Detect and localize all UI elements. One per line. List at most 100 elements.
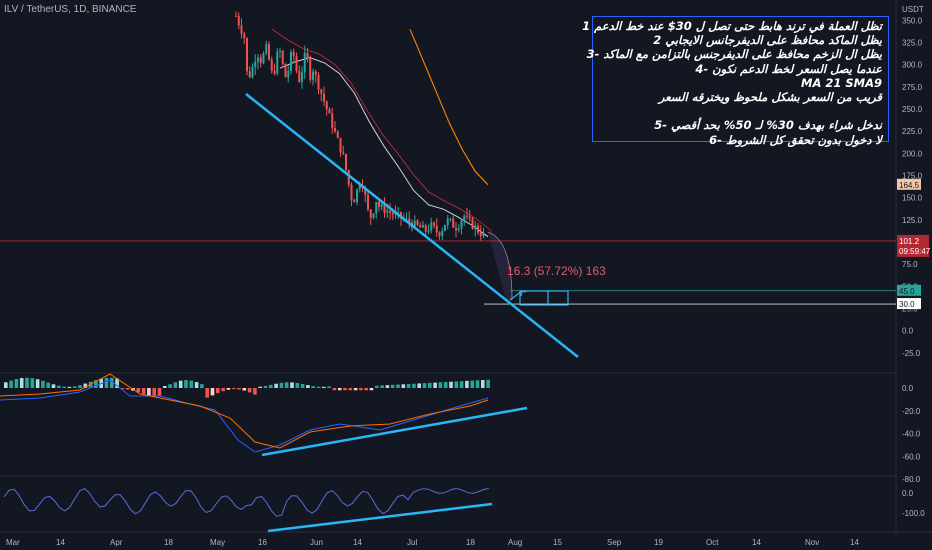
chart-overlays: [0, 93, 896, 358]
candle-body: [345, 153, 347, 171]
projection-curve: [487, 231, 513, 301]
macd-histogram-bar: [41, 380, 45, 388]
candle-body: [380, 204, 383, 208]
candle-body: [257, 57, 259, 62]
macd-histogram-bar: [205, 388, 209, 398]
macd-histogram-bar: [332, 388, 337, 391]
momentum-divergence-line: [267, 502, 493, 533]
macd-histogram-bar: [316, 386, 321, 388]
time-axis-label: 14: [850, 538, 859, 547]
symbol-header[interactable]: ILV / TetherUS, 1D, BINANCE: [4, 4, 137, 15]
macd-histogram-bar: [78, 385, 82, 388]
sma9-line: [279, 56, 489, 238]
macd-histogram-bar: [4, 382, 8, 388]
target-price-tag: 45.0: [899, 287, 915, 296]
candle-body: [383, 204, 386, 213]
note-line: قريب من السعر بشكل ملحوظ ويخترقه السعر: [658, 90, 882, 105]
macd-histogram-bar: [120, 388, 125, 390]
momentum-pane: [3, 488, 493, 533]
candle-body: [479, 232, 482, 237]
macd-histogram-bar: [475, 380, 480, 388]
time-axis-label: Sep: [607, 538, 622, 547]
candle-body: [353, 199, 356, 203]
time-axis-label: Jul: [407, 538, 417, 547]
time-axis-label: Mar: [6, 538, 20, 547]
note-line: عندما يصل السعر لخط الدعم نكون -4: [695, 61, 882, 76]
candle-body: [457, 228, 460, 231]
price-axis-tick: 250.0: [902, 105, 923, 114]
macd-histogram-bar: [25, 377, 29, 388]
candle-body: [323, 93, 325, 102]
candle-body: [372, 213, 375, 218]
time-axis-label: 15: [553, 538, 562, 547]
macd-histogram-bar: [337, 388, 342, 391]
candle-body: [424, 225, 427, 232]
time-axis-label: 14: [56, 538, 65, 547]
macd-histogram-bar: [375, 385, 379, 388]
macd-histogram-bar: [9, 380, 13, 388]
candle-body: [356, 189, 358, 203]
macd-histogram-bar: [141, 388, 146, 394]
candle-body: [378, 202, 380, 208]
macd-histogram-bar: [327, 386, 331, 388]
macd-histogram-bar: [390, 384, 395, 388]
macd-axis-tick: 0.0: [902, 384, 914, 393]
candle-body: [270, 59, 273, 71]
countdown-tag: 09:59:47: [899, 247, 931, 256]
macd-histogram-bar: [242, 388, 247, 391]
candle-body: [482, 233, 485, 237]
note-line: ندخل شراء بهدف 30% لـ 50% بحد أقصي -5: [654, 118, 882, 133]
macd-histogram-bar: [481, 380, 485, 388]
macd-histogram-bar: [295, 382, 300, 388]
ma-long-line: [409, 28, 489, 186]
macd-histogram-bar: [173, 382, 178, 388]
time-axis-label: 18: [164, 538, 173, 547]
resistance-trendline: [245, 93, 579, 358]
note-line: MA 21 SMA9: [801, 75, 882, 90]
ma-long-price-tag: 164.5: [899, 181, 920, 190]
time-axis-label: Nov: [805, 538, 819, 547]
macd-line: [0, 379, 489, 453]
macd-histogram-bar: [428, 382, 432, 388]
candle-body: [413, 220, 416, 228]
price-axis-tick: 175.0: [902, 171, 923, 180]
macd-histogram-bar: [348, 388, 353, 391]
macd-histogram-bar: [359, 388, 363, 391]
ma-long-line: [409, 28, 489, 186]
candle-body: [243, 33, 246, 38]
macd-histogram-bar: [231, 388, 236, 390]
candle-body: [284, 63, 287, 78]
candle-body: [397, 212, 400, 214]
macd-histogram-bar: [269, 384, 273, 388]
analysis-note-box: تظل العملة في ترند هابط حتى تصل ل 30$ عن…: [582, 16, 889, 147]
macd-axis-tick: -20.0: [902, 407, 921, 416]
candle-body: [303, 53, 306, 73]
macd-histogram-bar: [417, 383, 421, 388]
macd-histogram-bar: [380, 385, 384, 388]
macd-histogram-bar: [221, 388, 225, 392]
time-axis-label: Aug: [508, 538, 522, 547]
candle-body: [364, 188, 367, 195]
macd-histogram-bar: [200, 384, 204, 388]
macd-pane: [0, 373, 528, 457]
macd-histogram-bar: [465, 380, 469, 388]
grid-lines: [0, 0, 932, 533]
candle-body: [419, 224, 422, 228]
macd-histogram-bar: [51, 384, 56, 388]
macd-histogram-bar: [62, 386, 66, 388]
macd-histogram-bar: [311, 386, 315, 388]
candle-body: [317, 74, 320, 90]
candle-body: [347, 170, 350, 185]
time-axis-label: Oct: [706, 538, 719, 547]
macd-histogram-bar: [263, 385, 268, 388]
macd-histogram-bar: [57, 385, 61, 388]
momentum-line: [3, 488, 489, 517]
price-axis-tick: 150.0: [902, 194, 923, 203]
candle-body: [463, 215, 466, 221]
macd-histogram-bar: [35, 379, 40, 388]
macd-histogram-bar: [216, 388, 220, 394]
time-axis-label: 19: [654, 538, 663, 547]
momentum-axis-tick: 0.0: [902, 489, 914, 498]
candle-body: [265, 44, 268, 54]
